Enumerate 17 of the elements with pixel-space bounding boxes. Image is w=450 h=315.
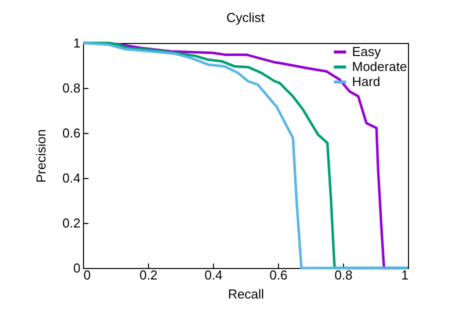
legend-label: Easy xyxy=(352,44,382,59)
y-tick-label: 1 xyxy=(73,36,80,50)
legend-label: Moderate xyxy=(352,59,407,74)
x-tick-label: 0.6 xyxy=(269,268,288,282)
x-tick-label: 1 xyxy=(401,268,408,282)
y-tick-label: 0.2 xyxy=(62,216,80,230)
y-tick-label: 0.8 xyxy=(62,80,80,96)
legend-label: Hard xyxy=(352,74,380,89)
x-tick-label: 0 xyxy=(84,268,91,282)
chart-title: Cyclist xyxy=(226,10,266,25)
y-tick-label: 0.6 xyxy=(62,126,80,140)
y-axis-title: Precision xyxy=(33,129,48,183)
x-tick-label: 0.2 xyxy=(139,268,158,282)
x-axis-title: Recall xyxy=(228,286,264,302)
x-tick-label: 0.4 xyxy=(204,268,223,282)
y-tick-label: 0.4 xyxy=(62,170,80,186)
x-tick-label: 0.8 xyxy=(334,268,353,282)
